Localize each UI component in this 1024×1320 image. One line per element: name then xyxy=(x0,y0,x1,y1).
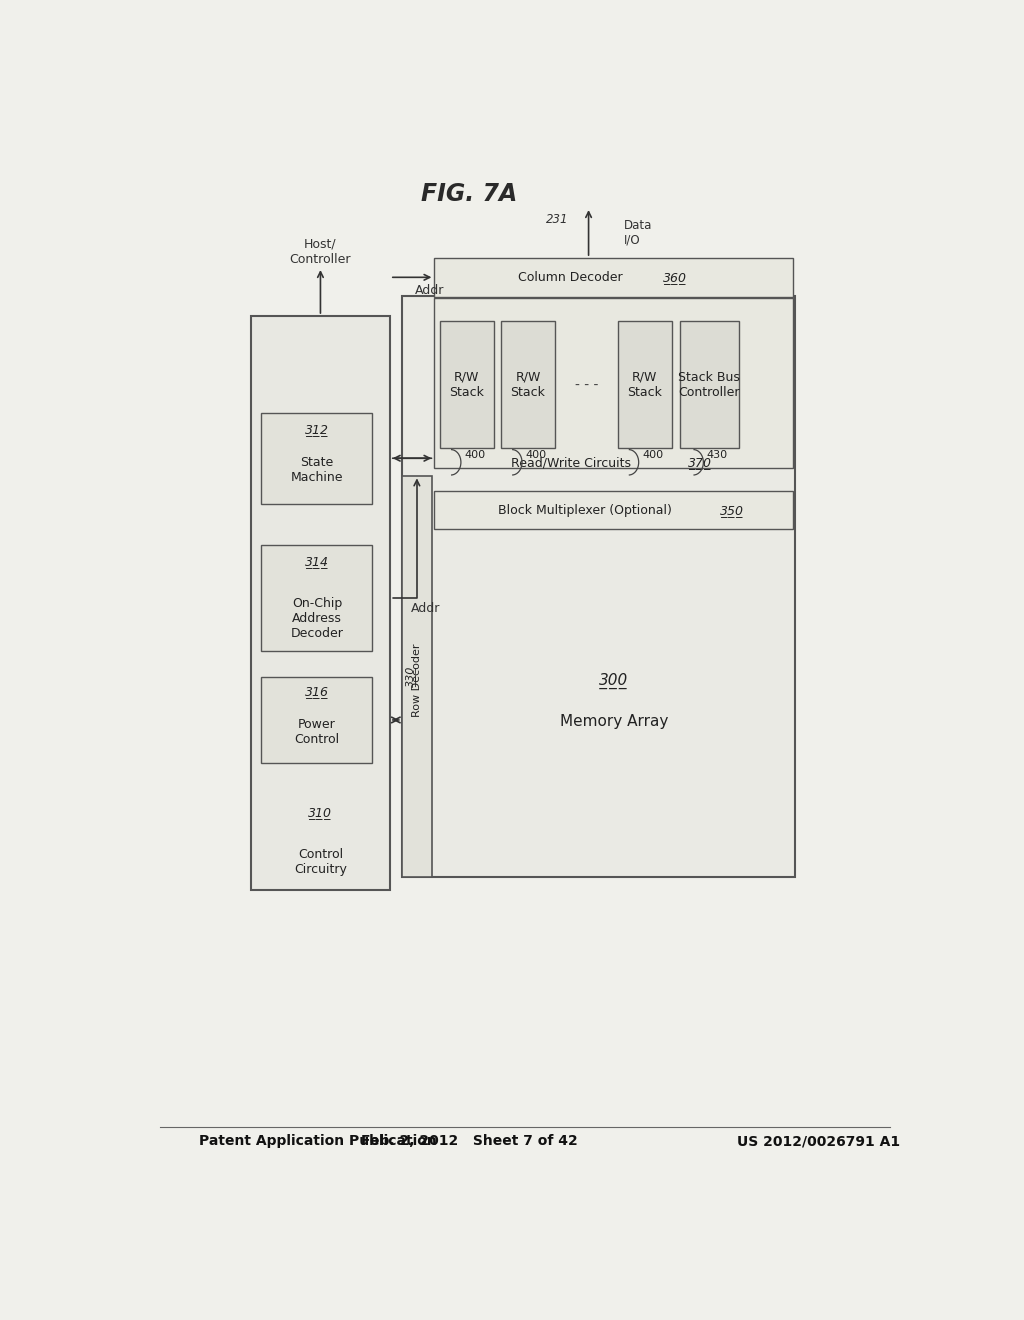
Text: R/W
Stack: R/W Stack xyxy=(627,371,663,399)
Text: 3̲0̲0̲: 3̲0̲0̲ xyxy=(599,673,629,689)
Text: 3̲1̲6̲: 3̲1̲6̲ xyxy=(305,685,329,698)
Text: Addr: Addr xyxy=(415,284,444,297)
Text: Data
I/O: Data I/O xyxy=(625,219,652,247)
Text: Memory Array: Memory Array xyxy=(560,714,669,729)
Bar xyxy=(261,413,373,504)
Bar xyxy=(617,321,672,447)
Bar xyxy=(401,296,795,876)
Text: 3̲1̲2̲: 3̲1̲2̲ xyxy=(305,424,329,437)
Bar xyxy=(434,257,793,297)
Text: Stack Bus
Controller: Stack Bus Controller xyxy=(678,371,740,399)
Text: Read/Write Circuits: Read/Write Circuits xyxy=(511,457,631,469)
Bar xyxy=(261,545,373,651)
Text: Power
Control: Power Control xyxy=(294,718,339,746)
Text: 3̲5̲0̲: 3̲5̲0̲ xyxy=(720,503,744,516)
Text: Host/
Controller: Host/ Controller xyxy=(290,238,351,265)
Bar xyxy=(401,475,432,876)
Text: FIG. 7A: FIG. 7A xyxy=(421,182,517,206)
Bar xyxy=(501,321,555,447)
Text: R/W
Stack: R/W Stack xyxy=(511,371,546,399)
Text: Addr: Addr xyxy=(411,602,440,615)
Bar xyxy=(251,315,390,890)
Text: 3̲6̲0̲: 3̲6̲0̲ xyxy=(663,271,687,284)
Bar xyxy=(434,491,793,529)
Text: Row Decoder: Row Decoder xyxy=(412,636,422,717)
Text: 400: 400 xyxy=(642,450,664,461)
Text: 400: 400 xyxy=(525,450,547,461)
Text: 231: 231 xyxy=(546,213,568,226)
Text: On-Chip
Address
Decoder: On-Chip Address Decoder xyxy=(291,597,343,640)
Text: 3̲1̲4̲: 3̲1̲4̲ xyxy=(305,554,329,568)
Text: 400: 400 xyxy=(464,450,485,461)
Text: Patent Application Publication: Patent Application Publication xyxy=(200,1134,437,1148)
Text: 3̲7̲0̲: 3̲7̲0̲ xyxy=(688,457,712,469)
Text: State
Machine: State Machine xyxy=(291,457,343,484)
Bar xyxy=(680,321,739,447)
Text: Control
Circuitry: Control Circuitry xyxy=(294,847,347,875)
Text: US 2012/0026791 A1: US 2012/0026791 A1 xyxy=(737,1134,900,1148)
Text: 3̲1̲0̲: 3̲1̲0̲ xyxy=(308,807,333,820)
Text: R/W
Stack: R/W Stack xyxy=(450,371,484,399)
Text: Column Decoder: Column Decoder xyxy=(518,271,623,284)
Text: 3̲3̲0̲: 3̲3̲0̲ xyxy=(406,665,416,686)
Text: - - -: - - - xyxy=(574,378,598,392)
Bar xyxy=(434,297,793,469)
Bar xyxy=(261,677,373,763)
Text: Feb. 2, 2012   Sheet 7 of 42: Feb. 2, 2012 Sheet 7 of 42 xyxy=(360,1134,578,1148)
Bar xyxy=(440,321,494,447)
Text: Block Multiplexer (Optional): Block Multiplexer (Optional) xyxy=(498,503,672,516)
Text: 430: 430 xyxy=(707,450,728,461)
